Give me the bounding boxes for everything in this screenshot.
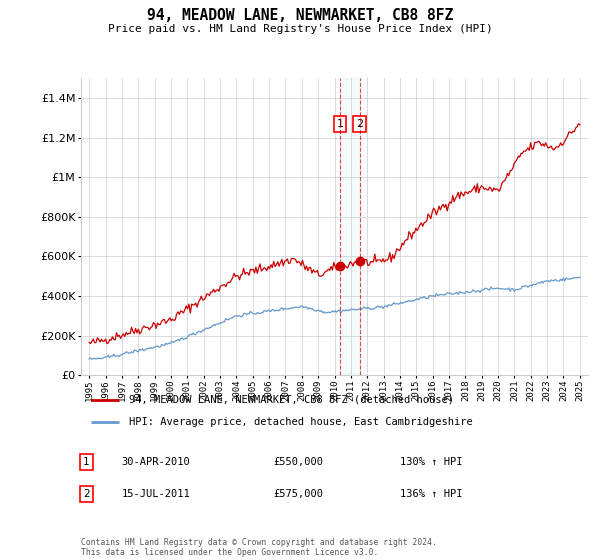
Text: 136% ↑ HPI: 136% ↑ HPI — [400, 489, 463, 500]
Text: 1: 1 — [337, 119, 343, 129]
Text: 2: 2 — [356, 119, 363, 129]
Text: 130% ↑ HPI: 130% ↑ HPI — [400, 457, 463, 467]
Text: Price paid vs. HM Land Registry's House Price Index (HPI): Price paid vs. HM Land Registry's House … — [107, 24, 493, 34]
Text: 94, MEADOW LANE, NEWMARKET, CB8 8FZ (detached house): 94, MEADOW LANE, NEWMARKET, CB8 8FZ (det… — [129, 395, 454, 405]
Text: 15-JUL-2011: 15-JUL-2011 — [122, 489, 190, 500]
Text: £550,000: £550,000 — [274, 457, 323, 467]
Text: 94, MEADOW LANE, NEWMARKET, CB8 8FZ: 94, MEADOW LANE, NEWMARKET, CB8 8FZ — [147, 8, 453, 24]
Text: 1: 1 — [83, 457, 89, 467]
Text: HPI: Average price, detached house, East Cambridgeshire: HPI: Average price, detached house, East… — [129, 417, 473, 427]
Text: Contains HM Land Registry data © Crown copyright and database right 2024.
This d: Contains HM Land Registry data © Crown c… — [81, 538, 437, 557]
Bar — [340, 78, 359, 375]
Text: 2: 2 — [83, 489, 89, 500]
Text: 30-APR-2010: 30-APR-2010 — [122, 457, 190, 467]
Text: £575,000: £575,000 — [274, 489, 323, 500]
